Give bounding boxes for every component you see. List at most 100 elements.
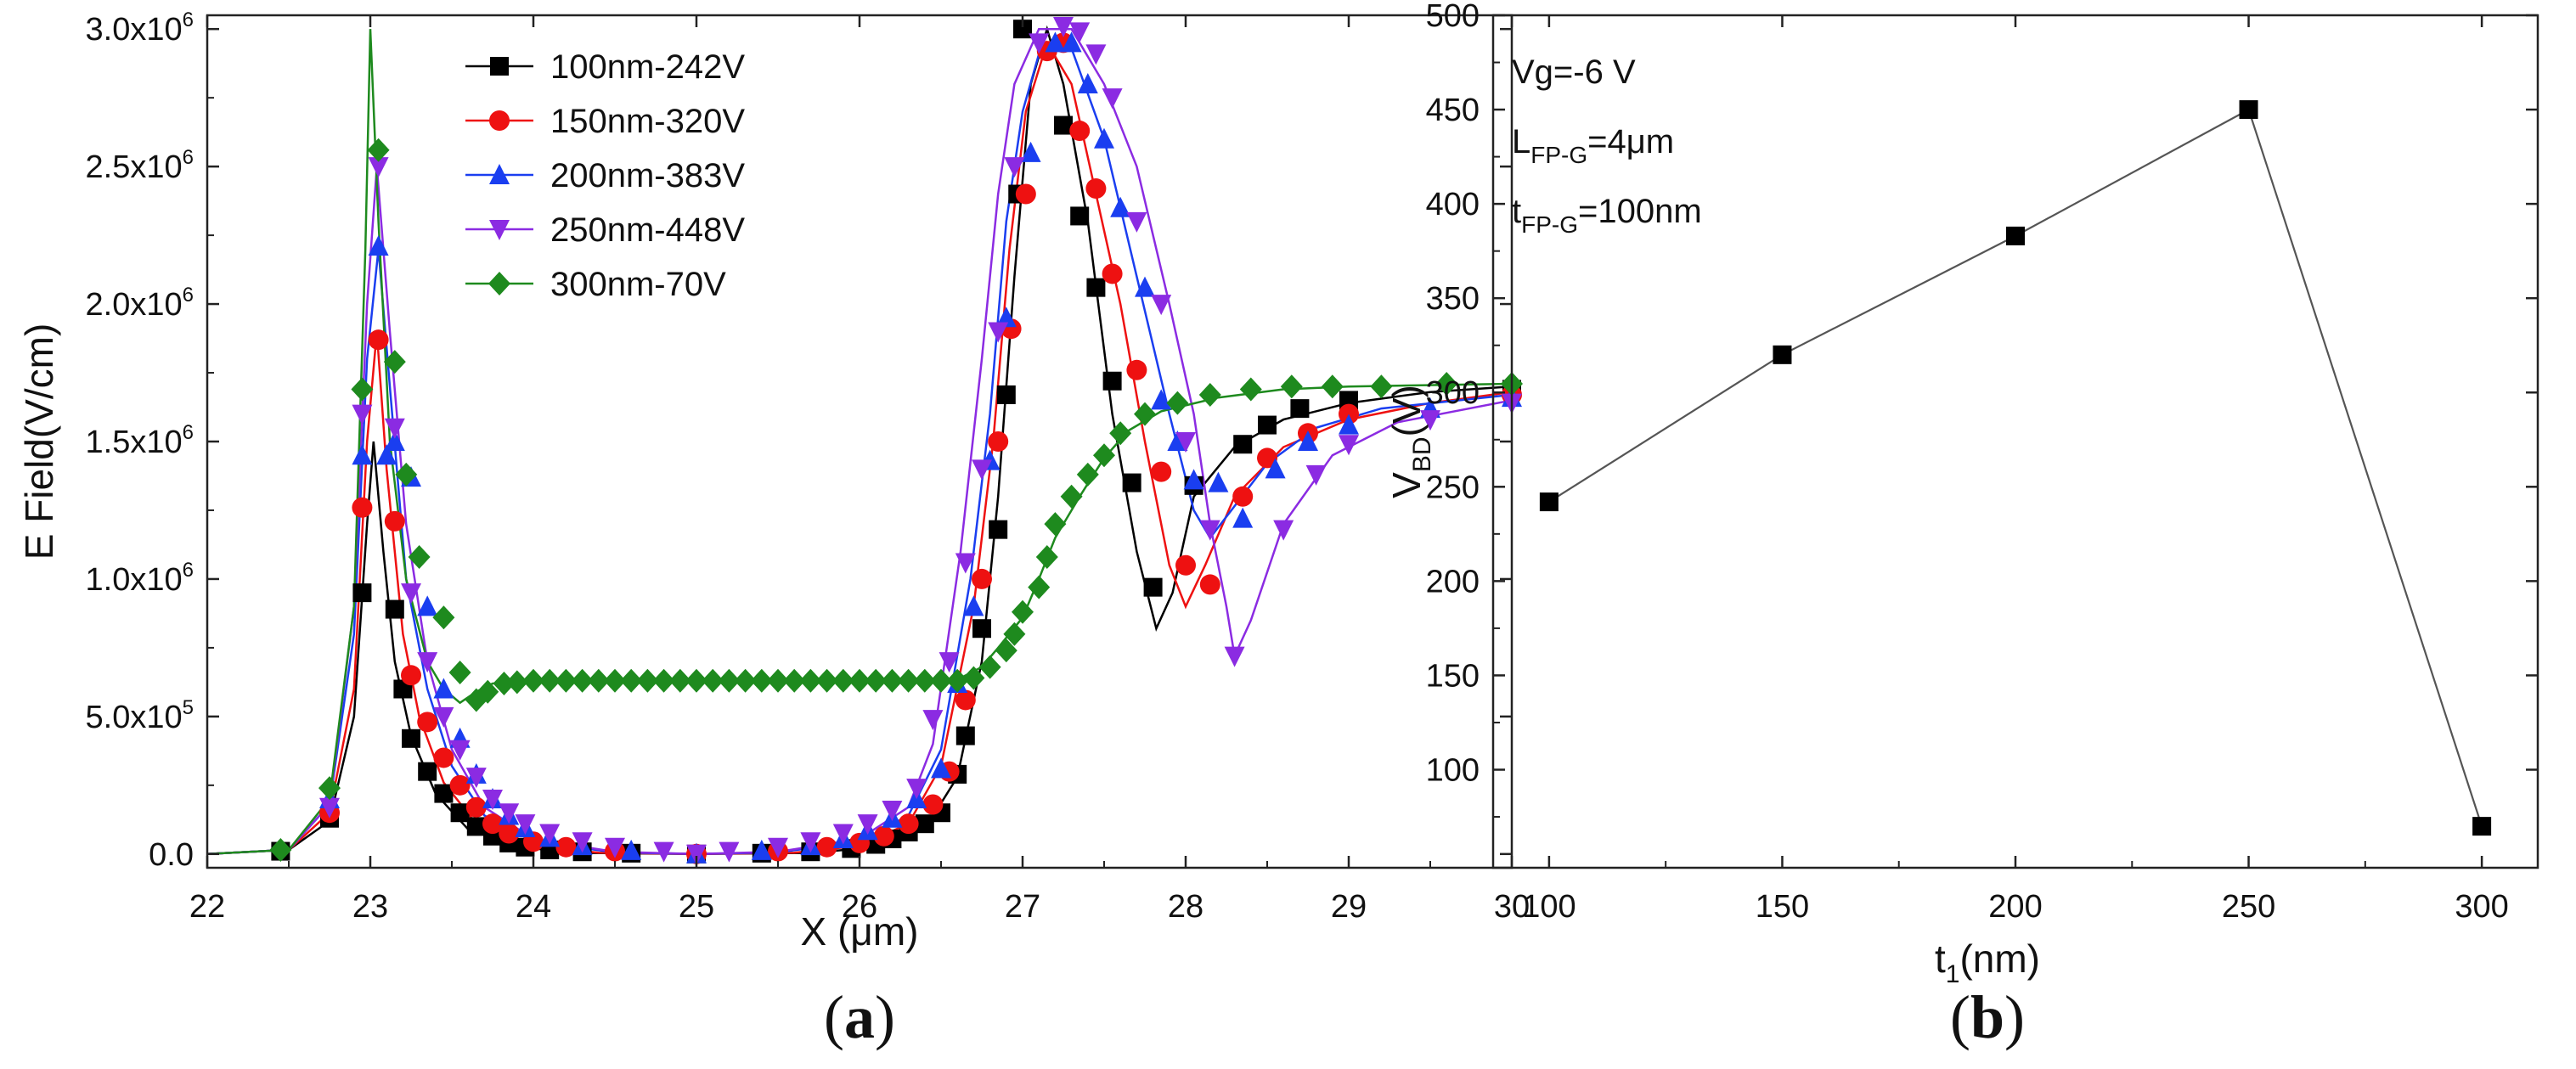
data-point — [750, 668, 773, 693]
data-point — [571, 668, 594, 693]
data-point — [1239, 377, 1262, 402]
data-point — [915, 814, 934, 834]
panel-b-y-axis: 100 150 200 250 300 350 400 450 500 — [1426, 0, 2538, 819]
data-point — [555, 836, 577, 858]
series-curve-3 — [206, 27, 1513, 856]
data-point — [493, 672, 516, 696]
x-tick-label: 300 — [2455, 889, 2508, 925]
data-point — [995, 639, 1017, 663]
data-point — [1069, 22, 1091, 43]
x-tick-label: 26 — [842, 889, 877, 925]
x-tick-label: 100 — [1522, 889, 1575, 925]
data-point — [368, 329, 389, 351]
data-point — [384, 418, 405, 439]
y-tick-label: 5.0x105 — [86, 696, 194, 735]
data-point — [418, 762, 437, 781]
data-point — [1199, 574, 1220, 595]
data-point — [751, 839, 772, 860]
data-point — [2006, 226, 2025, 245]
data-point — [1004, 157, 1025, 178]
x-tick-label: 30 — [1494, 889, 1530, 925]
data-point — [1420, 410, 1440, 431]
panel-b-x-axis: 100 150 200 250 300 — [1522, 15, 2509, 925]
data-point — [433, 747, 454, 768]
data-point — [621, 839, 642, 860]
data-point — [1258, 415, 1277, 435]
data-point — [417, 652, 438, 673]
data-point — [1029, 33, 1050, 54]
data-point — [1280, 374, 1303, 399]
data-point — [1257, 447, 1277, 469]
data-point — [482, 813, 503, 835]
data-point — [401, 583, 421, 605]
data-point — [913, 668, 936, 693]
y-tick-label: 2.0x106 — [86, 284, 194, 323]
legend-marker — [489, 164, 510, 184]
panel-a-x-axis-label: X (μm) — [801, 909, 919, 954]
data-point — [352, 497, 373, 518]
data-point — [995, 307, 1017, 328]
data-point — [1085, 44, 1107, 65]
legend-label: 150nm-320V — [550, 103, 745, 140]
data-point — [505, 670, 528, 695]
data-point — [1321, 374, 1344, 399]
data-point — [686, 844, 707, 865]
data-point — [799, 668, 822, 693]
data-point — [1109, 421, 1132, 446]
data-point — [1102, 263, 1123, 284]
data-point — [946, 668, 969, 693]
data-point — [402, 729, 420, 748]
data-point — [702, 668, 724, 693]
data-point — [962, 666, 985, 690]
panel-a-series-markers — [269, 16, 1523, 865]
data-point — [376, 444, 397, 465]
data-point — [1199, 520, 1220, 541]
y-tick-label: 3.0x106 — [86, 8, 194, 48]
data-point — [1151, 461, 1172, 482]
y-tick-label: 250 — [1426, 470, 1480, 505]
data-point — [1060, 484, 1083, 509]
data-point — [1773, 345, 1792, 364]
data-point — [719, 841, 740, 863]
data-point — [978, 655, 1001, 679]
y-tick-label: 200 — [1426, 564, 1480, 599]
data-point — [352, 444, 373, 465]
data-point — [668, 668, 691, 693]
legend-label: 250nm-448V — [550, 211, 745, 249]
panel-a-e-field-chart: 22 23 24 25 26 27 28 29 30 0.0 5.0x105 1.0x106 1.5x… — [17, 8, 1530, 1051]
data-point — [1094, 127, 1114, 149]
data-point — [1183, 469, 1204, 490]
data-point — [538, 668, 561, 693]
data-point — [368, 157, 389, 178]
data-point — [1134, 402, 1156, 426]
data-point — [972, 459, 992, 481]
data-point — [1305, 464, 1327, 486]
data-point — [417, 595, 438, 616]
data-point — [1126, 359, 1147, 380]
data-point — [522, 668, 544, 693]
data-point — [465, 768, 487, 789]
panel-b-annotations: Vg=-6 V LFP-G=4μm tFP-G=100nm — [1512, 53, 1702, 238]
data-point — [605, 837, 625, 858]
data-point — [1166, 391, 1189, 415]
data-point — [922, 710, 944, 731]
data-point — [963, 595, 984, 616]
panel-b-series — [1539, 100, 2492, 836]
data-point — [1085, 178, 1107, 200]
annotation-text: LFP-G=4μm — [1512, 123, 1674, 168]
data-point — [1539, 492, 1559, 512]
data-point — [499, 803, 520, 824]
y-tick-label: 1.5x106 — [86, 421, 194, 460]
data-point — [433, 678, 454, 699]
data-point — [1061, 31, 1082, 53]
data-point — [988, 431, 1009, 452]
data-point — [433, 706, 454, 728]
data-point — [1175, 432, 1196, 453]
data-point — [1070, 206, 1090, 226]
panel-a-x-axis: 22 23 24 25 26 27 28 29 30 — [189, 15, 1530, 925]
x-tick-label: 28 — [1168, 889, 1203, 925]
panel-a-y-axis: 0.0 5.0x105 1.0x106 1.5x106 2.0x106 2.5x106 3.… — [86, 8, 1512, 873]
y-tick-label: 0.0 — [149, 837, 194, 873]
data-point — [434, 784, 454, 803]
